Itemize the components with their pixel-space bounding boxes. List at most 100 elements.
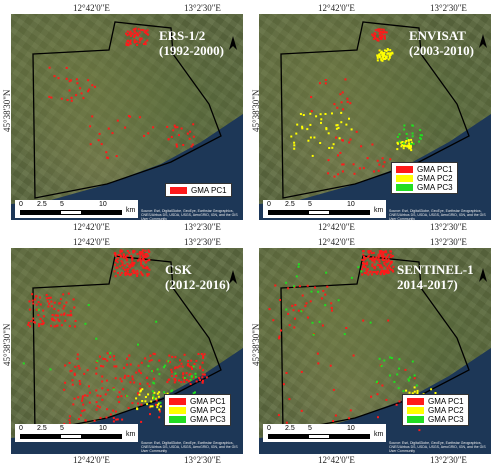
ps-point-pc1 (111, 132, 114, 135)
ps-point-pc1 (392, 265, 395, 268)
legend: GMA PC1 GMA PC2 GMA PC3 (391, 162, 458, 194)
sea-area (11, 348, 243, 454)
ps-point-pc1 (368, 271, 371, 274)
ps-point-pc1 (363, 255, 365, 258)
ps-point-pc1 (47, 305, 50, 308)
ps-point-pc1 (131, 262, 134, 265)
ps-point-pc1 (385, 257, 388, 260)
ps-point-pc1 (279, 299, 281, 301)
ps-point-pc1 (294, 304, 297, 306)
ps-point-pc3 (419, 129, 422, 131)
ps-point-pc1 (288, 398, 291, 401)
scale-tick: 5 (60, 201, 64, 208)
ps-point-pc1 (119, 249, 122, 252)
ps-point-pc1 (101, 398, 104, 401)
panel-title: ERS-1/2 (1992-2000) (159, 28, 224, 58)
ps-point-pc1 (127, 268, 130, 270)
ps-point-pc1 (391, 255, 394, 258)
ps-point-pc1 (185, 372, 188, 375)
legend-label: GMA PC1 (190, 397, 226, 406)
ps-point-pc2 (379, 51, 382, 54)
ps-point-pc2 (404, 141, 407, 144)
ps-point-pc1 (268, 308, 271, 311)
ps-point-pc1 (100, 364, 103, 367)
ps-point-pc1 (380, 33, 383, 36)
ps-point-pc2 (293, 147, 296, 150)
ps-point-pc2 (135, 397, 138, 400)
ps-point-pc1 (58, 302, 61, 305)
ps-point-pc1 (120, 380, 123, 383)
ps-point-pc1 (129, 266, 132, 269)
ps-point-pc2 (331, 112, 333, 115)
ps-point-pc1 (379, 266, 381, 269)
ps-point-pc1 (79, 87, 81, 90)
ps-point-pc1 (106, 408, 109, 411)
ps-point-pc3 (411, 135, 414, 138)
ps-point-pc2 (413, 386, 416, 389)
ps-point-pc1 (133, 41, 136, 44)
ps-point-pc1 (287, 312, 290, 315)
ps-point-pc1 (195, 380, 198, 383)
ps-point-pc3 (369, 321, 372, 324)
ps-point-pc2 (405, 389, 408, 392)
ps-point-pc1 (190, 366, 193, 369)
ps-point-pc1 (199, 367, 202, 370)
ps-point-pc1 (82, 403, 85, 406)
ps-point-pc3 (95, 337, 98, 340)
ps-point-pc2 (309, 112, 312, 115)
ps-point-pc1 (68, 80, 71, 83)
ps-point-pc1 (70, 96, 73, 99)
ps-point-pc1 (89, 391, 91, 394)
ps-point-pc1 (113, 358, 116, 361)
ps-point-pc1 (376, 393, 379, 396)
ps-point-pc1 (42, 322, 45, 325)
ps-point-pc1 (174, 126, 177, 129)
ps-point-pc1 (316, 352, 319, 355)
ps-point-pc2 (387, 48, 389, 51)
ps-point-pc2 (408, 391, 411, 394)
ps-point-pc1 (378, 163, 381, 166)
ps-point-pc1 (84, 394, 86, 397)
ps-point-pc1 (76, 82, 79, 85)
ps-point-pc3 (350, 276, 353, 279)
legend-swatch (170, 187, 187, 194)
ps-point-pc1 (129, 115, 132, 118)
ps-point-pc1 (115, 155, 118, 158)
ps-point-pc1 (62, 307, 65, 310)
ps-point-pc2 (383, 52, 386, 54)
ps-point-pc1 (185, 378, 188, 381)
ps-point-pc3 (191, 375, 193, 378)
ps-point-pc1 (141, 29, 144, 32)
study-area-boundary (280, 255, 470, 433)
ps-point-pc1 (69, 415, 71, 418)
lon-label-bottom-right: 13°2'30"E (184, 222, 221, 232)
ps-point-pc1 (150, 359, 153, 362)
ps-point-pc3 (318, 320, 321, 323)
ps-point-pc1 (93, 419, 96, 422)
ps-point-pc2 (151, 405, 154, 408)
ps-point-pc1 (147, 254, 150, 257)
ps-point-pc1 (138, 258, 141, 261)
ps-point-pc1 (120, 260, 123, 263)
ps-point-pc1 (86, 394, 89, 397)
ps-point-pc1 (139, 387, 142, 390)
ps-point-pc2 (376, 56, 379, 59)
ps-point-pc1 (133, 262, 136, 264)
ps-point-pc2 (149, 405, 152, 408)
ps-point-pc1 (183, 381, 186, 383)
ps-point-pc1 (141, 251, 144, 253)
ps-point-pc1 (418, 429, 421, 432)
ps-point-pc3 (324, 304, 327, 307)
ps-point-pc1 (202, 369, 204, 372)
ps-point-pc2 (380, 50, 383, 53)
ps-point-pc2 (340, 111, 343, 114)
ps-point-pc1 (132, 28, 135, 31)
ps-point-pc1 (114, 252, 117, 255)
ps-point-pc1 (128, 265, 131, 268)
ps-point-pc1 (182, 373, 185, 376)
ps-point-pc1 (336, 106, 339, 109)
ps-point-pc1 (329, 364, 332, 367)
sensor-name: SENTINEL-1 (397, 262, 474, 277)
ps-point-pc1 (148, 360, 151, 363)
ps-point-pc1 (95, 408, 98, 411)
